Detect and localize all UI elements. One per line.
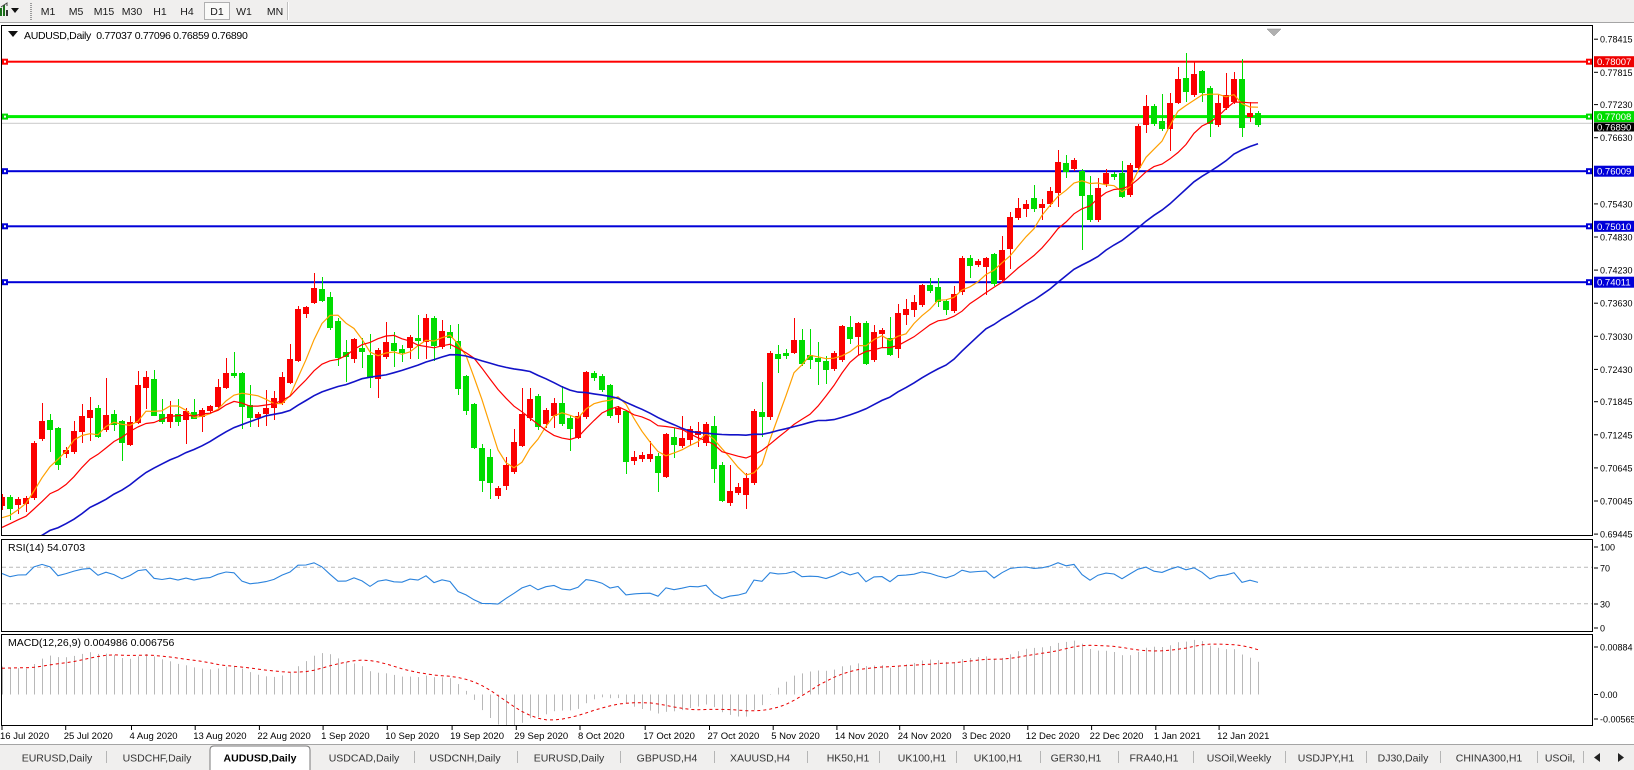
svg-text:USDCNH,Daily: USDCNH,Daily [429, 753, 501, 765]
svg-text:EURUSD,Daily: EURUSD,Daily [534, 753, 605, 765]
svg-text:13 Aug 2020: 13 Aug 2020 [193, 731, 246, 742]
svg-text:M30: M30 [122, 6, 143, 18]
svg-text:19 Sep 2020: 19 Sep 2020 [450, 731, 504, 742]
svg-text:25 Jul 2020: 25 Jul 2020 [64, 731, 113, 742]
svg-text:16 Jul 2020: 16 Jul 2020 [0, 731, 49, 742]
svg-text:UK100,H1: UK100,H1 [974, 753, 1023, 765]
svg-text:0.78007: 0.78007 [1597, 57, 1631, 68]
svg-text:30: 30 [1600, 600, 1610, 610]
svg-text:4 Aug 2020: 4 Aug 2020 [130, 731, 178, 742]
svg-text:0.75430: 0.75430 [1600, 199, 1633, 209]
svg-text:3 Dec 2020: 3 Dec 2020 [962, 731, 1011, 742]
svg-text:0.69445: 0.69445 [1600, 530, 1633, 540]
svg-text:AUDUSD,Daily: AUDUSD,Daily [224, 753, 297, 765]
svg-text:70: 70 [1600, 564, 1610, 574]
svg-text:0.76890: 0.76890 [1597, 123, 1631, 134]
svg-text:M15: M15 [94, 6, 115, 18]
svg-text:GER30,H1: GER30,H1 [1051, 753, 1102, 765]
svg-text:100: 100 [1600, 543, 1615, 553]
svg-text:1 Jan 2021: 1 Jan 2021 [1154, 731, 1201, 742]
svg-text:M1: M1 [41, 6, 56, 18]
svg-text:0: 0 [1600, 624, 1605, 634]
svg-text:0.00: 0.00 [1600, 690, 1618, 700]
svg-text:H4: H4 [180, 6, 194, 18]
svg-text:W1: W1 [236, 6, 252, 18]
svg-text:0.77008: 0.77008 [1597, 112, 1631, 123]
svg-text:USDCAD,Daily: USDCAD,Daily [329, 753, 400, 765]
svg-text:0.77230: 0.77230 [1600, 100, 1633, 110]
svg-text:RSI(14) 54.0703: RSI(14) 54.0703 [8, 542, 85, 554]
svg-text:USOil,Weekly: USOil,Weekly [1207, 753, 1272, 765]
svg-text:D1: D1 [210, 6, 224, 18]
svg-text:0.76009: 0.76009 [1597, 167, 1631, 178]
svg-text:27 Oct 2020: 27 Oct 2020 [708, 731, 760, 742]
svg-text:5 Nov 2020: 5 Nov 2020 [771, 731, 820, 742]
svg-text:0.00884: 0.00884 [1600, 643, 1633, 653]
svg-text:10 Sep 2020: 10 Sep 2020 [385, 731, 439, 742]
svg-text:8 Oct 2020: 8 Oct 2020 [578, 731, 624, 742]
svg-text:0.78415: 0.78415 [1600, 35, 1633, 45]
svg-text:0.74230: 0.74230 [1600, 266, 1633, 276]
svg-text:0.77815: 0.77815 [1600, 68, 1633, 78]
svg-text:0.72430: 0.72430 [1600, 365, 1633, 375]
svg-text:UK100,H1: UK100,H1 [898, 753, 947, 765]
svg-text:0.73630: 0.73630 [1600, 299, 1633, 309]
svg-text:USOil,: USOil, [1545, 753, 1575, 765]
svg-text:MN: MN [267, 6, 283, 18]
svg-text:H1: H1 [153, 6, 167, 18]
svg-text:CHINA300,H1: CHINA300,H1 [1456, 753, 1523, 765]
svg-text:12 Dec 2020: 12 Dec 2020 [1026, 731, 1080, 742]
svg-text:USDJPY,H1: USDJPY,H1 [1298, 753, 1355, 765]
svg-text:0.71245: 0.71245 [1600, 430, 1633, 440]
svg-text:DJ30,Daily: DJ30,Daily [1378, 753, 1430, 765]
svg-text:MACD(12,26,9) 0.004986 0.00675: MACD(12,26,9) 0.004986 0.006756 [8, 637, 175, 649]
svg-text:0.70045: 0.70045 [1600, 497, 1633, 507]
svg-text:12 Jan 2021: 12 Jan 2021 [1217, 731, 1269, 742]
svg-text:0.70645: 0.70645 [1600, 463, 1633, 473]
svg-text:1 Sep 2020: 1 Sep 2020 [321, 731, 370, 742]
svg-text:0.74830: 0.74830 [1600, 233, 1633, 243]
svg-text:EURUSD,Daily: EURUSD,Daily [22, 753, 93, 765]
svg-text:0.76630: 0.76630 [1600, 133, 1633, 143]
svg-text:GBPUSD,H4: GBPUSD,H4 [637, 753, 698, 765]
svg-text:HK50,H1: HK50,H1 [827, 753, 870, 765]
svg-text:FRA40,H1: FRA40,H1 [1129, 753, 1178, 765]
svg-text:14 Nov 2020: 14 Nov 2020 [835, 731, 889, 742]
svg-text:0.75010: 0.75010 [1597, 222, 1631, 233]
svg-text:USDCHF,Daily: USDCHF,Daily [123, 753, 193, 765]
svg-text:29 Sep 2020: 29 Sep 2020 [514, 731, 568, 742]
svg-text:XAUUSD,H4: XAUUSD,H4 [730, 753, 790, 765]
svg-text:AUDUSD,Daily 0.77037 0.77096: AUDUSD,Daily 0.77037 0.77096 0.76859 0.7… [24, 30, 248, 42]
svg-text:22 Aug 2020: 22 Aug 2020 [257, 731, 310, 742]
svg-text:22 Dec 2020: 22 Dec 2020 [1090, 731, 1144, 742]
svg-text:0.74011: 0.74011 [1597, 278, 1631, 289]
svg-text:0.71845: 0.71845 [1600, 397, 1633, 407]
svg-text:-0.00565: -0.00565 [1600, 715, 1634, 725]
svg-text:24 Nov 2020: 24 Nov 2020 [898, 731, 952, 742]
svg-text:0.73030: 0.73030 [1600, 332, 1633, 342]
svg-text:17 Oct 2020: 17 Oct 2020 [643, 731, 695, 742]
svg-text:M5: M5 [69, 6, 84, 18]
